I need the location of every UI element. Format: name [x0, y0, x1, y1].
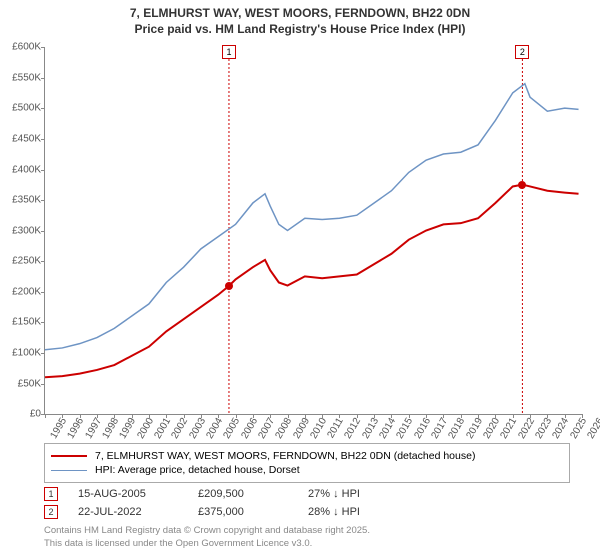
- x-tick: [218, 414, 219, 418]
- x-tick: [149, 414, 150, 418]
- x-tick: [495, 414, 496, 418]
- y-label: £550K: [12, 72, 45, 83]
- title-block: 7, ELMHURST WAY, WEST MOORS, FERNDOWN, B…: [0, 0, 600, 39]
- series-price_paid: [45, 185, 579, 378]
- chart-container: 7, ELMHURST WAY, WEST MOORS, FERNDOWN, B…: [0, 0, 600, 560]
- marker-box: 1: [222, 45, 236, 59]
- x-tick: [374, 414, 375, 418]
- plot-region: £0£50K£100K£150K£200K£250K£300K£350K£400…: [44, 47, 582, 415]
- x-tick: [565, 414, 566, 418]
- x-tick: [582, 414, 583, 418]
- y-label: £200K: [12, 286, 45, 297]
- x-tick: [357, 414, 358, 418]
- sale-marker-box: 2: [44, 505, 58, 519]
- legend-label-hpi: HPI: Average price, detached house, Dors…: [95, 464, 300, 476]
- sale-row: 2 22-JUL-2022£375,00028% ↓ HPI: [44, 505, 570, 519]
- footer: Contains HM Land Registry data © Crown c…: [44, 525, 570, 550]
- x-tick: [97, 414, 98, 418]
- x-tick: [270, 414, 271, 418]
- x-tick: [409, 414, 410, 418]
- title-subtitle: Price paid vs. HM Land Registry's House …: [0, 22, 600, 38]
- x-tick: [305, 414, 306, 418]
- x-tick: [132, 414, 133, 418]
- sale-diff: 28% ↓ HPI: [308, 506, 418, 518]
- x-tick: [114, 414, 115, 418]
- y-label: £100K: [12, 348, 45, 359]
- sale-diff: 27% ↓ HPI: [308, 488, 418, 500]
- x-tick: [513, 414, 514, 418]
- footer-line1: Contains HM Land Registry data © Crown c…: [44, 525, 570, 537]
- y-label: £300K: [12, 225, 45, 236]
- legend-label-price: 7, ELMHURST WAY, WEST MOORS, FERNDOWN, B…: [95, 450, 475, 462]
- legend-row-price: 7, ELMHURST WAY, WEST MOORS, FERNDOWN, B…: [51, 450, 563, 462]
- sales-list: 1 15-AUG-2005£209,50027% ↓ HPI 2 22-JUL-202…: [0, 487, 600, 519]
- x-tick: [461, 414, 462, 418]
- y-label: £350K: [12, 195, 45, 206]
- x-tick: [288, 414, 289, 418]
- legend-swatch-price: [51, 455, 87, 457]
- sale-point: [518, 181, 526, 189]
- marker-box: 2: [515, 45, 529, 59]
- sale-date: 22-JUL-2022: [78, 506, 198, 518]
- x-tick: [45, 414, 46, 418]
- chart-svg: [45, 47, 582, 414]
- footer-line2: This data is licensed under the Open Gov…: [44, 538, 570, 550]
- sale-price: £209,500: [198, 488, 308, 500]
- title-address: 7, ELMHURST WAY, WEST MOORS, FERNDOWN, B…: [0, 6, 600, 22]
- y-label: £150K: [12, 317, 45, 328]
- series-hpi: [45, 84, 579, 350]
- y-label: £250K: [12, 256, 45, 267]
- x-tick: [391, 414, 392, 418]
- x-tick: [426, 414, 427, 418]
- x-tick: [547, 414, 548, 418]
- x-tick: [530, 414, 531, 418]
- x-tick: [478, 414, 479, 418]
- y-label: £600K: [12, 42, 45, 53]
- x-tick: [443, 414, 444, 418]
- legend-row-hpi: HPI: Average price, detached house, Dors…: [51, 464, 563, 476]
- y-label: £450K: [12, 133, 45, 144]
- x-tick: [339, 414, 340, 418]
- x-tick: [201, 414, 202, 418]
- y-label: £50K: [18, 378, 45, 389]
- x-tick: [62, 414, 63, 418]
- sale-price: £375,000: [198, 506, 308, 518]
- sale-point: [225, 282, 233, 290]
- y-label: £400K: [12, 164, 45, 175]
- sale-date: 15-AUG-2005: [78, 488, 198, 500]
- x-tick: [184, 414, 185, 418]
- legend-swatch-hpi: [51, 470, 87, 471]
- x-tick: [166, 414, 167, 418]
- y-label: £0: [30, 409, 45, 420]
- y-label: £500K: [12, 103, 45, 114]
- x-tick: [236, 414, 237, 418]
- legend: 7, ELMHURST WAY, WEST MOORS, FERNDOWN, B…: [44, 443, 570, 483]
- x-tick: [80, 414, 81, 418]
- chart-area: £0 £50K £100K £150K £200K £250K £300K £350K £400…: [4, 39, 590, 439]
- sale-row: 1 15-AUG-2005£209,50027% ↓ HPI: [44, 487, 570, 501]
- x-tick: [322, 414, 323, 418]
- x-tick: [253, 414, 254, 418]
- sale-marker-box: 1: [44, 487, 58, 501]
